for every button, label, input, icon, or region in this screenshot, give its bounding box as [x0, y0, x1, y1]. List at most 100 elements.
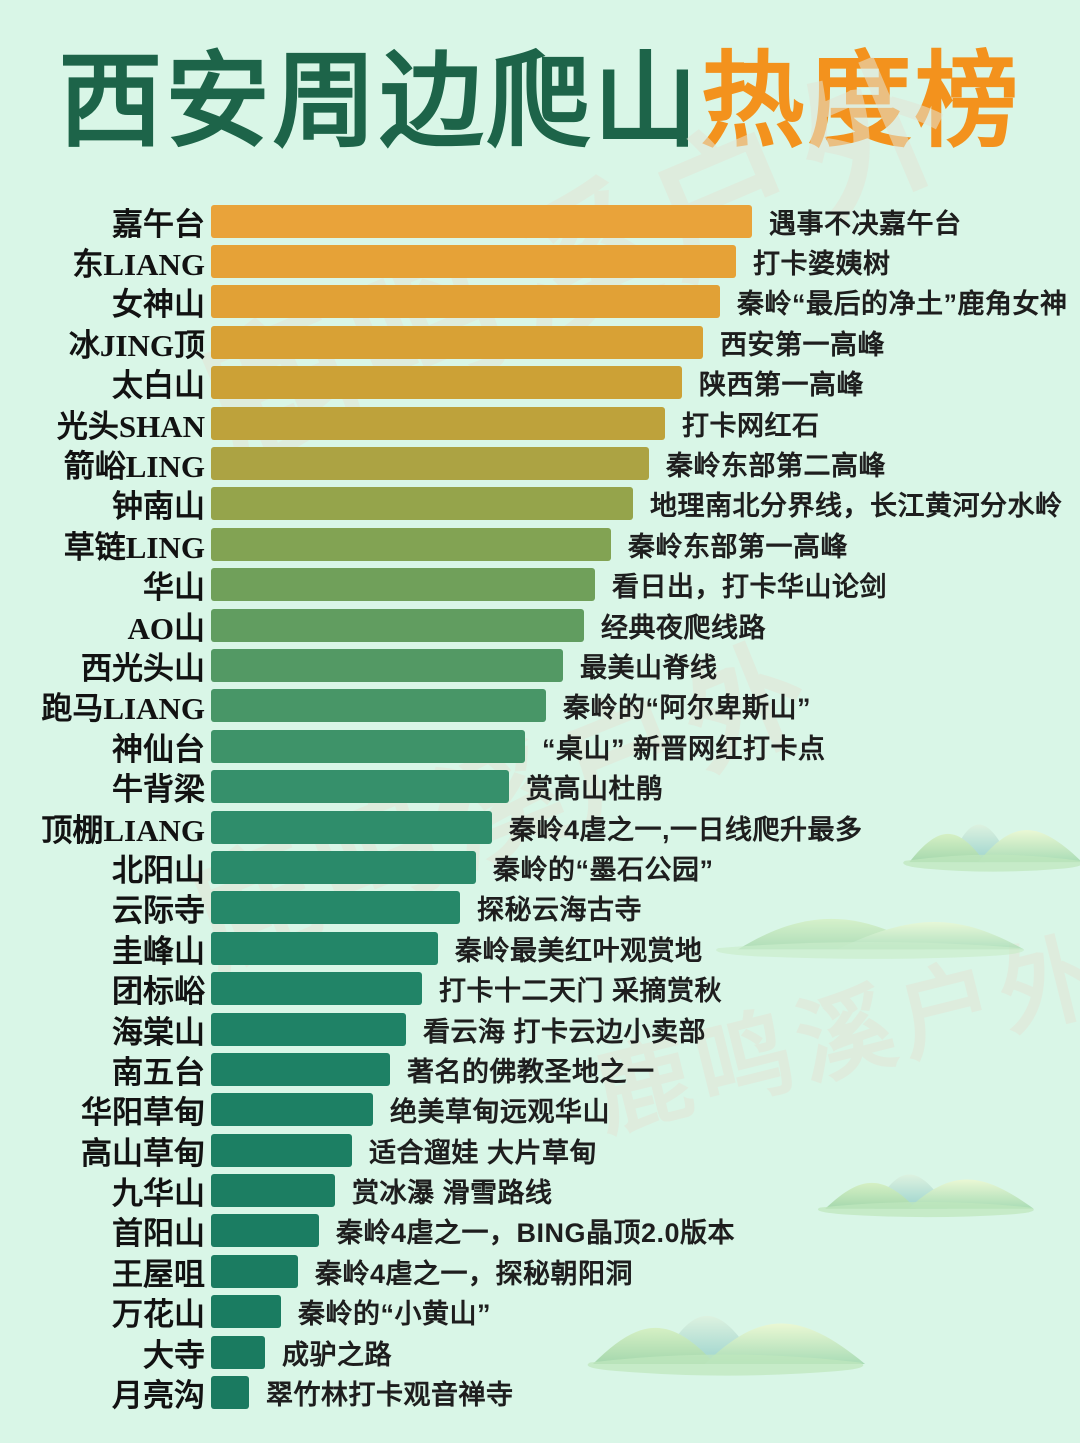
bar-row: 箭峪LING 秦岭东部第二高峰 — [0, 443, 1080, 485]
mountain-illustration-mound — [716, 918, 1024, 959]
bar-row: 顶棚LIANG 秦岭4虐之一,一日线爬升最多 — [0, 807, 1080, 848]
mountain-description: 翠竹林打卡观音禅寺 — [266, 1380, 514, 1411]
mountain-name: 草链LING — [63, 529, 205, 565]
heat-bar — [211, 648, 563, 682]
mountain-name: 万花山 — [112, 1297, 205, 1333]
mountain-description: 秦岭东部第一高峰 — [628, 531, 848, 562]
bar-row: AO山 经典夜爬线路 — [0, 605, 1080, 646]
heat-bar — [211, 1052, 390, 1086]
heat-bar — [211, 1133, 352, 1167]
mountain-name: 华山 — [143, 570, 205, 606]
mountain-name: 圭峰山 — [112, 933, 205, 969]
heat-bar — [211, 1335, 265, 1369]
bar-row: 神仙台 “桌山” 新晋网红打卡点 — [0, 726, 1080, 767]
mountain-illustration-right — [817, 1174, 1034, 1218]
bar-row: 华山 看日出，打卡华山论剑 — [0, 565, 1080, 605]
heat-bar — [211, 608, 584, 642]
heat-bar — [211, 931, 438, 965]
mountain-description: 绝美草甸远观华山 — [390, 1097, 610, 1128]
bar-row: 九华山 赏冰瀑 滑雪路线 — [0, 1170, 1080, 1211]
mountain-name: 牛背梁 — [112, 772, 205, 808]
heat-bar — [211, 891, 460, 925]
mountain-name: 大寺 — [143, 1337, 205, 1373]
heat-bar — [211, 1295, 281, 1329]
mountain-name: 西光头山 — [81, 651, 205, 686]
mountain-description: “桌山” 新晋网红打卡点 — [542, 733, 826, 764]
bar-row: 牛背梁 赏高山杜鹃 — [0, 766, 1080, 808]
mountain-name: 北阳山 — [112, 852, 205, 888]
mountain-name: 嘉午台 — [112, 206, 205, 242]
heat-bar — [211, 568, 595, 602]
mountain-name: 海棠山 — [112, 1014, 205, 1050]
mountain-description: 秦岭的“墨石公园” — [493, 854, 714, 885]
heat-bar — [211, 1254, 298, 1288]
mountain-description: 打卡网红石 — [682, 410, 820, 441]
bar-row: 王屋咀 秦岭4虐之一，探秘朝阳洞 — [0, 1251, 1080, 1292]
mountain-description: 遇事不决嘉午台 — [769, 208, 962, 239]
bar-row: 女神山 秦岭“最后的净土”鹿角女神 — [0, 282, 1080, 322]
heat-bar — [211, 1093, 373, 1127]
heat-bar — [211, 850, 476, 884]
mountain-description: 打卡婆姨树 — [753, 249, 891, 280]
mountain-illustration-small — [903, 824, 1080, 872]
mountain-description: 看日出，打卡华山论剑 — [612, 572, 887, 603]
heat-bar — [211, 487, 633, 521]
bar-row: 嘉午台 遇事不决嘉午台 — [0, 201, 1080, 242]
mountain-description: 秦岭4虐之一，探秘朝阳洞 — [315, 1258, 634, 1289]
bar-row: 云际寺 探秘云海古寺 — [0, 888, 1080, 928]
heat-bar — [211, 204, 752, 238]
mountain-name: 高山草甸 — [81, 1135, 205, 1171]
heat-bar — [211, 1174, 335, 1208]
bar-row: 首阳山 秦岭4虐之一，BING晶顶2.0版本 — [0, 1211, 1080, 1251]
mountain-name: 箭峪LING — [63, 449, 205, 485]
mountain-name: 云际寺 — [112, 893, 205, 929]
mountain-description: 秦岭的“阿尔卑斯山” — [563, 693, 811, 724]
mountain-illustration-bottom — [587, 1315, 865, 1376]
bar-row: 高山草甸 适合遛娃 大片草甸 — [0, 1130, 1080, 1171]
heat-bar — [211, 689, 546, 723]
mountain-description: 最美山脊线 — [580, 652, 718, 683]
mountain-description: 赏冰瀑 滑雪路线 — [352, 1178, 553, 1209]
mountain-description: 探秘云海古寺 — [477, 895, 642, 926]
mountain-description: 适合遛娃 大片草甸 — [369, 1137, 598, 1168]
bar-row: 南五台 著名的佛教圣地之一 — [0, 1049, 1080, 1090]
bar-row: 钟南山 地理南北分界线，长江黄河分水岭 — [0, 484, 1080, 524]
heat-bar — [211, 325, 703, 359]
bar-row: 月亮沟 翠竹林打卡观音禅寺 — [0, 1372, 1080, 1413]
bar-row: 跑马LIANG 秦岭的“阿尔卑斯山” — [0, 686, 1080, 726]
mountain-description: 秦岭4虐之一,一日线爬升最多 — [509, 814, 863, 845]
heat-bar — [211, 770, 509, 804]
heat-bar — [211, 406, 665, 440]
mountain-description: 地理南北分界线，长江黄河分水岭 — [650, 491, 1063, 522]
mountain-name: AO山 — [127, 610, 206, 646]
mountain-description: 秦岭的“小黄山” — [298, 1299, 491, 1330]
mountain-name: 钟南山 — [112, 489, 205, 525]
mountain-description: 经典夜爬线路 — [601, 612, 766, 643]
heat-bar — [211, 245, 736, 279]
heat-bar — [211, 1012, 406, 1046]
mountain-description: 赏高山杜鹃 — [526, 774, 664, 805]
mountain-name: 王屋咀 — [112, 1256, 205, 1292]
mountain-description: 秦岭4虐之一，BING晶顶2.0版本 — [336, 1218, 736, 1249]
mountain-description: 秦岭最美红叶观赏地 — [455, 935, 703, 966]
mountain-name: 顶棚LIANG — [41, 812, 205, 848]
bar-row: 华阳草甸 绝美草甸远观华山 — [0, 1090, 1080, 1130]
mountain-description: 成驴之路 — [282, 1339, 392, 1370]
bar-row: 草链LING 秦岭东部第一高峰 — [0, 524, 1080, 565]
mountain-name: 团标峪 — [112, 974, 205, 1010]
page-title-main: 西安周边爬山 — [58, 45, 701, 160]
bar-row: 太白山 陕西第一高峰 — [0, 363, 1080, 403]
bar-row: 圭峰山 秦岭最美红叶观赏地 — [0, 928, 1080, 969]
mountain-name: 冰JING顶 — [68, 327, 205, 363]
bar-row: 东LIANG 打卡婆姨树 — [0, 241, 1080, 282]
heat-bar — [211, 285, 720, 319]
heat-bar — [211, 729, 525, 763]
bar-row: 海棠山 看云海 打卡云边小卖部 — [0, 1009, 1080, 1050]
mountain-description: 看云海 打卡云边小卖部 — [423, 1016, 707, 1047]
bar-row: 大寺 成驴之路 — [0, 1332, 1080, 1373]
mountain-name: 华阳草甸 — [81, 1095, 205, 1131]
heat-bar — [211, 527, 611, 561]
mountain-name: 女神山 — [112, 287, 205, 323]
heat-bar — [211, 1214, 319, 1248]
mountain-description: 打卡十二天门 采摘赏秋 — [439, 976, 723, 1007]
